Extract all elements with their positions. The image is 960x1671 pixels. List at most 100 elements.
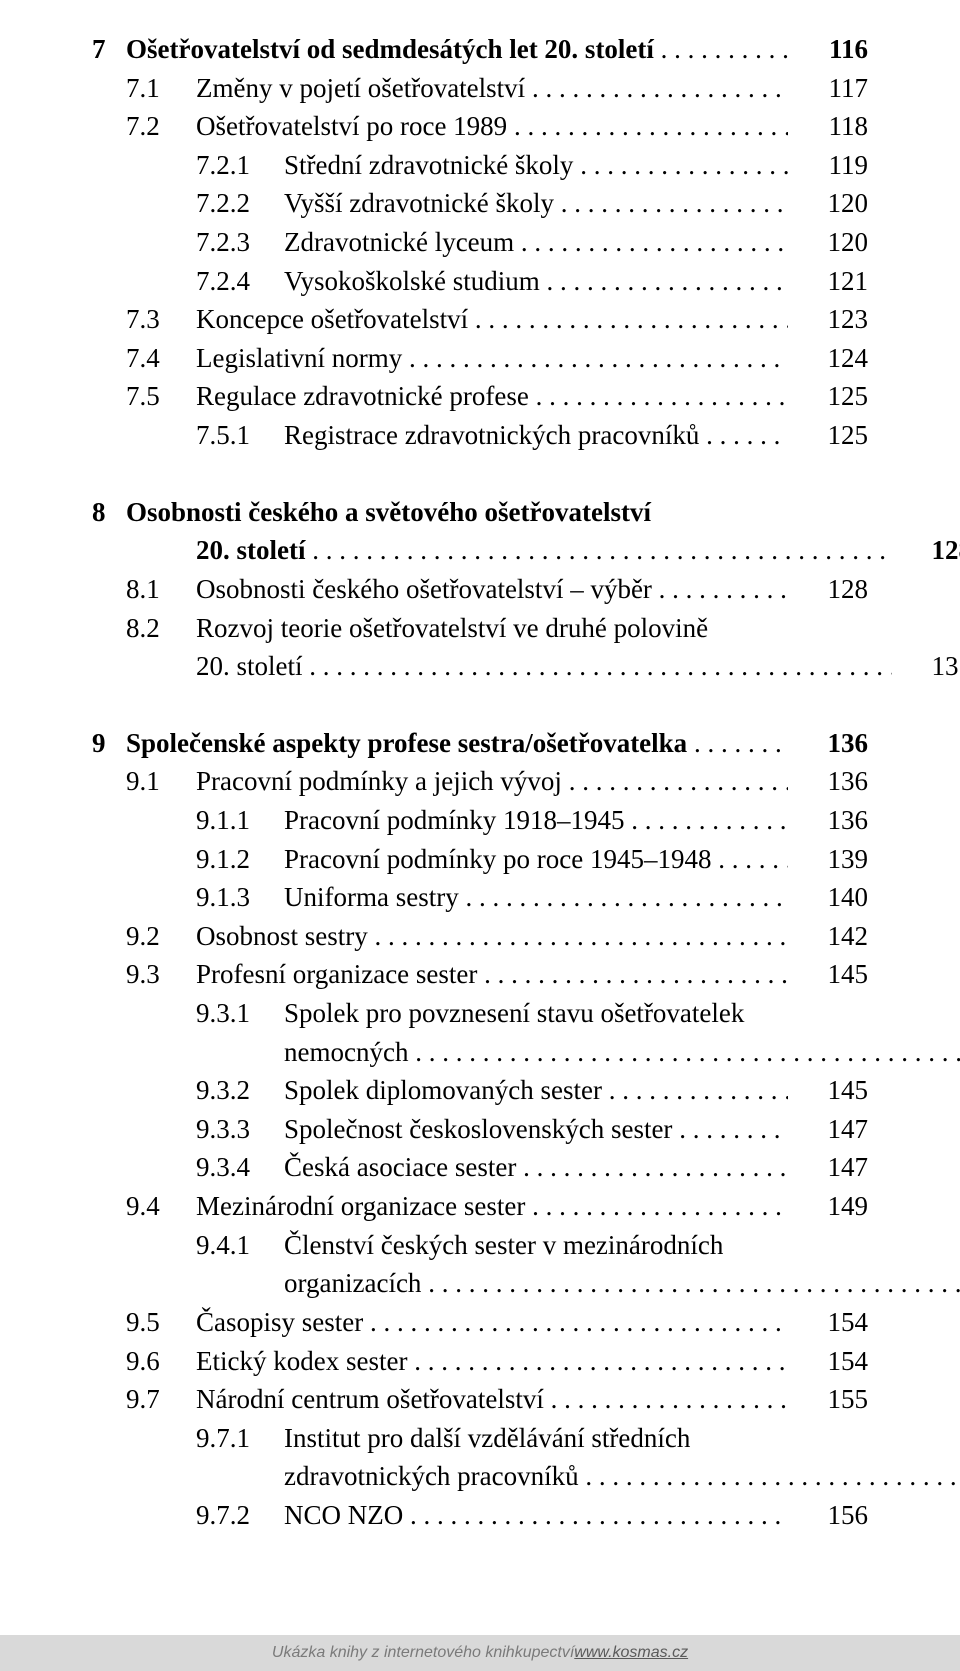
toc-row: organizacích 152 [92, 1264, 960, 1303]
toc-page: 119 [788, 146, 868, 185]
toc-row: 9.3.1 Spolek pro povznesení stavu ošetřo… [92, 994, 868, 1033]
toc-title: zdravotnických pracovníků [284, 1457, 585, 1496]
toc-row: 9.7.1 Institut pro další vzdělávání stře… [92, 1419, 868, 1458]
toc-page: 156 [788, 1496, 868, 1535]
toc-row: 7.5 Regulace zdravotnické profese 125 [92, 377, 868, 416]
toc-page: 121 [788, 262, 868, 301]
toc-number: 7.1 [92, 69, 196, 108]
toc-leader [718, 840, 788, 879]
toc-leader [312, 531, 892, 570]
toc-number: 7.2.4 [92, 262, 284, 301]
toc-leader [484, 955, 788, 994]
toc-leader [521, 223, 788, 262]
toc-row: 9.3.3 Společnost československých sester… [92, 1110, 868, 1149]
toc-number: 7.4 [92, 339, 196, 378]
toc-page: 120 [788, 223, 868, 262]
toc-title: NCO NZO [284, 1496, 410, 1535]
toc-page: 147 [788, 1148, 868, 1187]
toc-row: 8.2 Rozvoj teorie ošetřovatelství ve dru… [92, 609, 868, 648]
footer-link[interactable]: www.kosmas.cz [574, 1644, 688, 1662]
toc-number: 9.1.3 [92, 878, 284, 917]
toc-page: 145 [788, 1071, 868, 1110]
toc-row: 9.4 Mezinárodní organizace sester 149 [92, 1187, 868, 1226]
toc-gap [92, 686, 868, 724]
toc-title: Společenské aspekty profese sestra/ošetř… [126, 724, 694, 763]
toc-title: Společnost československých sester [284, 1110, 679, 1149]
toc-leader [679, 1110, 788, 1149]
toc-number: 9.6 [92, 1342, 196, 1381]
toc-leader [309, 647, 892, 686]
toc-title: Spolek pro povznesení stavu ošetřovatele… [284, 994, 751, 1033]
toc-title: Ošetřovatelství od sedmdesátých let 20. … [126, 30, 661, 69]
toc-page: 154 [788, 1342, 868, 1381]
toc-leader [514, 107, 788, 146]
toc-number: 9.1.2 [92, 840, 284, 879]
toc-row: 9.3.4 Česká asociace sester 147 [92, 1148, 868, 1187]
toc-leader [532, 69, 788, 108]
toc-row: 7.3 Koncepce ošetřovatelství 123 [92, 300, 868, 339]
toc-number: 9.3.2 [92, 1071, 284, 1110]
toc-page: 149 [788, 1187, 868, 1226]
toc-leader [569, 762, 788, 801]
toc-title: Česká asociace sester [284, 1148, 523, 1187]
toc-leader [375, 917, 788, 956]
toc-leader [631, 801, 788, 840]
toc-leader [428, 1264, 960, 1303]
toc-row: 9.3.2 Spolek diplomovaných sester 145 [92, 1071, 868, 1110]
toc-page: 139 [788, 840, 868, 879]
toc-number: 9.3.3 [92, 1110, 284, 1149]
toc-row: 9.2 Osobnost sestry 142 [92, 917, 868, 956]
toc-number: 9.3 [92, 955, 196, 994]
toc-leader [465, 878, 788, 917]
footer-text: Ukázka knihy z internetového knihkupectv… [272, 1644, 574, 1662]
toc-page: 136 [788, 724, 868, 763]
toc-page: 145 [788, 955, 868, 994]
toc-title: Osobnosti českého a světového ošetřovate… [126, 493, 658, 532]
page: 7 Ošetřovatelství od sedmdesátých let 20… [0, 0, 960, 1671]
toc-leader [580, 146, 788, 185]
toc-number: 8.1 [92, 570, 196, 609]
toc-row: nemocných 145 [92, 1033, 960, 1072]
toc-title: organizacích [284, 1264, 428, 1303]
toc-title: Regulace zdravotnické profese [196, 377, 536, 416]
toc-page: 140 [788, 878, 868, 917]
toc-page: 116 [788, 30, 868, 69]
toc-number: 9.7.1 [92, 1419, 284, 1458]
toc-number: 7.2.2 [92, 184, 284, 223]
toc-leader [536, 377, 788, 416]
toc-number: 9.1 [92, 762, 196, 801]
toc-number: 7.3 [92, 300, 196, 339]
toc-leader [523, 1148, 788, 1187]
toc-page: 117 [788, 69, 868, 108]
toc-leader [609, 1071, 788, 1110]
toc-page: 124 [788, 339, 868, 378]
toc-leader [551, 1380, 788, 1419]
toc-row: 9.5 Časopisy sester 154 [92, 1303, 868, 1342]
toc-leader [410, 1496, 788, 1535]
toc-title: Institut pro další vzdělávání středních [284, 1419, 697, 1458]
toc-title: Zdravotnické lyceum [284, 223, 521, 262]
toc-gap [92, 455, 868, 493]
toc-row: 8 Osobnosti českého a světového ošetřova… [92, 493, 868, 532]
toc-row: 9.1.3 Uniforma sestry 140 [92, 878, 868, 917]
toc-title: Osobnosti českého ošetřovatelství – výbě… [196, 570, 659, 609]
toc-row: 9.1.2 Pracovní podmínky po roce 1945–194… [92, 840, 868, 879]
page-footer: Ukázka knihy z internetového knihkupectv… [0, 1635, 960, 1671]
toc-page: 120 [788, 184, 868, 223]
toc-page: 155 [788, 1380, 868, 1419]
toc-number: 9.5 [92, 1303, 196, 1342]
toc-number: 9.2 [92, 917, 196, 956]
toc-row: zdravotnických pracovníků 155 [92, 1457, 960, 1496]
toc-title: Členství českých sester v mezinárodních [284, 1226, 730, 1265]
toc-row: 7.2 Ošetřovatelství po roce 1989 118 [92, 107, 868, 146]
toc-page: 125 [788, 377, 868, 416]
toc-title: Vysokoškolské studium [284, 262, 547, 301]
toc-number: 9.3.4 [92, 1148, 284, 1187]
toc-row: 7.2.3 Zdravotnické lyceum 120 [92, 223, 868, 262]
toc-title: Národní centrum ošetřovatelství [196, 1380, 551, 1419]
toc-row: 9.3 Profesní organizace sester 145 [92, 955, 868, 994]
toc-row: 7.4 Legislativní normy 124 [92, 339, 868, 378]
toc-number: 9.7 [92, 1380, 196, 1419]
toc-title: 20. století [196, 531, 312, 570]
toc-row: 9.7 Národní centrum ošetřovatelství 155 [92, 1380, 868, 1419]
